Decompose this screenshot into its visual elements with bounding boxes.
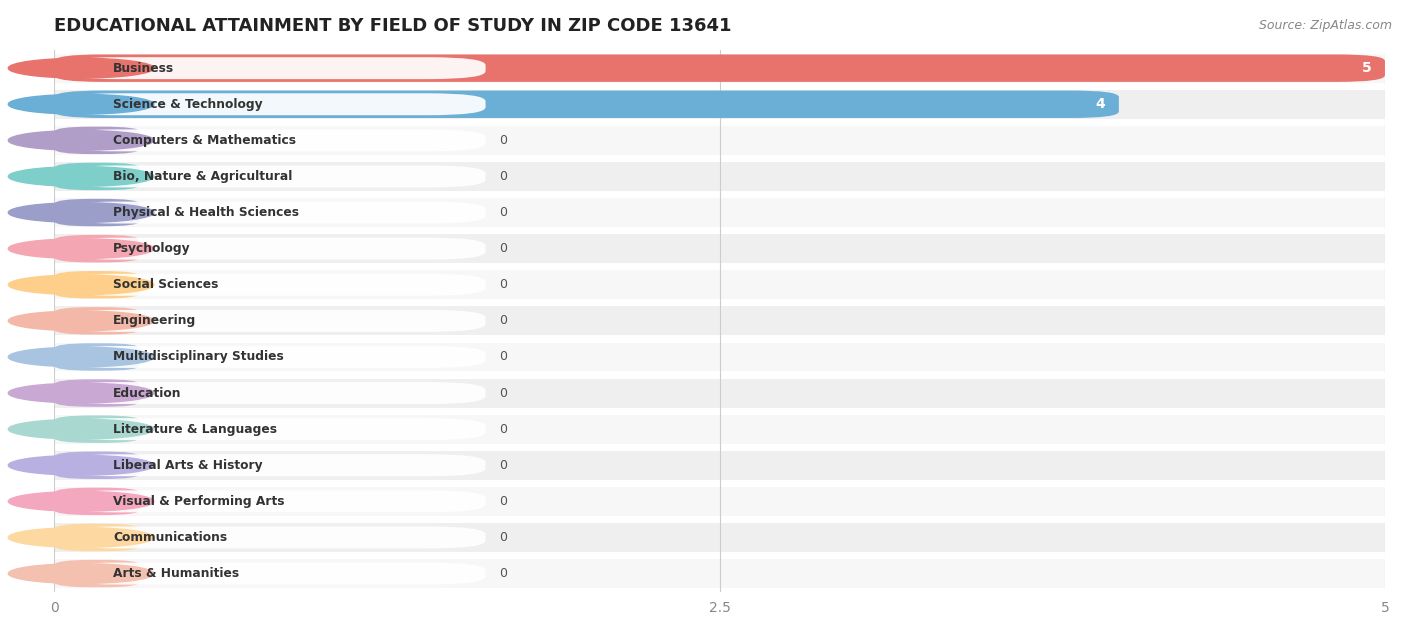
FancyBboxPatch shape xyxy=(55,54,1385,82)
Text: 0: 0 xyxy=(499,170,508,183)
FancyBboxPatch shape xyxy=(55,234,1385,263)
Text: 0: 0 xyxy=(499,351,508,363)
Text: Business: Business xyxy=(112,62,174,75)
Circle shape xyxy=(8,383,153,403)
FancyBboxPatch shape xyxy=(55,307,139,334)
FancyBboxPatch shape xyxy=(55,451,1385,480)
Text: 5: 5 xyxy=(1362,61,1372,75)
FancyBboxPatch shape xyxy=(60,238,485,260)
FancyBboxPatch shape xyxy=(60,274,485,296)
FancyBboxPatch shape xyxy=(55,54,1385,83)
Text: Engineering: Engineering xyxy=(112,314,197,327)
FancyBboxPatch shape xyxy=(60,454,485,477)
Circle shape xyxy=(8,492,153,511)
Circle shape xyxy=(8,311,153,331)
Text: Science & Technology: Science & Technology xyxy=(112,98,263,111)
Text: EDUCATIONAL ATTAINMENT BY FIELD OF STUDY IN ZIP CODE 13641: EDUCATIONAL ATTAINMENT BY FIELD OF STUDY… xyxy=(55,16,733,35)
Text: Education: Education xyxy=(112,387,181,399)
FancyBboxPatch shape xyxy=(55,126,139,154)
FancyBboxPatch shape xyxy=(60,57,485,79)
Text: Arts & Humanities: Arts & Humanities xyxy=(112,567,239,580)
FancyBboxPatch shape xyxy=(60,562,485,585)
Text: 0: 0 xyxy=(499,242,508,255)
FancyBboxPatch shape xyxy=(60,382,485,404)
FancyBboxPatch shape xyxy=(55,163,139,190)
FancyBboxPatch shape xyxy=(55,162,1385,191)
FancyBboxPatch shape xyxy=(60,490,485,513)
FancyBboxPatch shape xyxy=(60,202,485,224)
FancyBboxPatch shape xyxy=(55,488,139,515)
Circle shape xyxy=(8,275,153,295)
FancyBboxPatch shape xyxy=(55,126,1385,155)
Text: Source: ZipAtlas.com: Source: ZipAtlas.com xyxy=(1258,19,1392,32)
Circle shape xyxy=(8,239,153,258)
FancyBboxPatch shape xyxy=(55,307,1385,336)
Circle shape xyxy=(8,528,153,547)
FancyBboxPatch shape xyxy=(55,235,139,262)
Text: Communications: Communications xyxy=(112,531,228,544)
Text: Psychology: Psychology xyxy=(112,242,191,255)
Circle shape xyxy=(8,347,153,367)
Text: 0: 0 xyxy=(499,314,508,327)
Text: 0: 0 xyxy=(499,206,508,219)
FancyBboxPatch shape xyxy=(55,451,139,479)
Text: Computers & Mathematics: Computers & Mathematics xyxy=(112,134,297,147)
Text: Social Sciences: Social Sciences xyxy=(112,278,218,291)
Text: Liberal Arts & History: Liberal Arts & History xyxy=(112,459,263,471)
FancyBboxPatch shape xyxy=(55,198,1385,227)
FancyBboxPatch shape xyxy=(60,130,485,151)
FancyBboxPatch shape xyxy=(55,523,1385,552)
Text: 0: 0 xyxy=(499,567,508,580)
FancyBboxPatch shape xyxy=(55,560,139,587)
FancyBboxPatch shape xyxy=(55,379,1385,408)
FancyBboxPatch shape xyxy=(60,166,485,188)
FancyBboxPatch shape xyxy=(55,343,139,371)
Circle shape xyxy=(8,167,153,186)
Text: Physical & Health Sciences: Physical & Health Sciences xyxy=(112,206,299,219)
Circle shape xyxy=(8,203,153,222)
FancyBboxPatch shape xyxy=(60,346,485,368)
FancyBboxPatch shape xyxy=(55,487,1385,516)
FancyBboxPatch shape xyxy=(60,310,485,332)
Text: Bio, Nature & Agricultural: Bio, Nature & Agricultural xyxy=(112,170,292,183)
FancyBboxPatch shape xyxy=(55,271,139,298)
FancyBboxPatch shape xyxy=(60,94,485,115)
FancyBboxPatch shape xyxy=(55,415,1385,444)
Text: 0: 0 xyxy=(499,423,508,435)
FancyBboxPatch shape xyxy=(55,199,139,226)
Circle shape xyxy=(8,456,153,475)
FancyBboxPatch shape xyxy=(55,90,1385,119)
Text: 0: 0 xyxy=(499,531,508,544)
Text: Visual & Performing Arts: Visual & Performing Arts xyxy=(112,495,284,508)
Circle shape xyxy=(8,419,153,439)
Text: Multidisciplinary Studies: Multidisciplinary Studies xyxy=(112,351,284,363)
FancyBboxPatch shape xyxy=(55,270,1385,299)
FancyBboxPatch shape xyxy=(60,526,485,549)
FancyBboxPatch shape xyxy=(55,343,1385,372)
Text: 4: 4 xyxy=(1095,97,1105,111)
Text: 0: 0 xyxy=(499,495,508,508)
Circle shape xyxy=(8,564,153,583)
Circle shape xyxy=(8,130,153,150)
FancyBboxPatch shape xyxy=(55,559,1385,588)
Text: 0: 0 xyxy=(499,278,508,291)
FancyBboxPatch shape xyxy=(55,524,139,551)
Circle shape xyxy=(8,94,153,114)
FancyBboxPatch shape xyxy=(55,379,139,407)
Circle shape xyxy=(8,58,153,78)
Text: 0: 0 xyxy=(499,387,508,399)
FancyBboxPatch shape xyxy=(55,90,1119,118)
Text: 0: 0 xyxy=(499,134,508,147)
FancyBboxPatch shape xyxy=(60,418,485,440)
FancyBboxPatch shape xyxy=(55,415,139,443)
Text: Literature & Languages: Literature & Languages xyxy=(112,423,277,435)
Text: 0: 0 xyxy=(499,459,508,471)
